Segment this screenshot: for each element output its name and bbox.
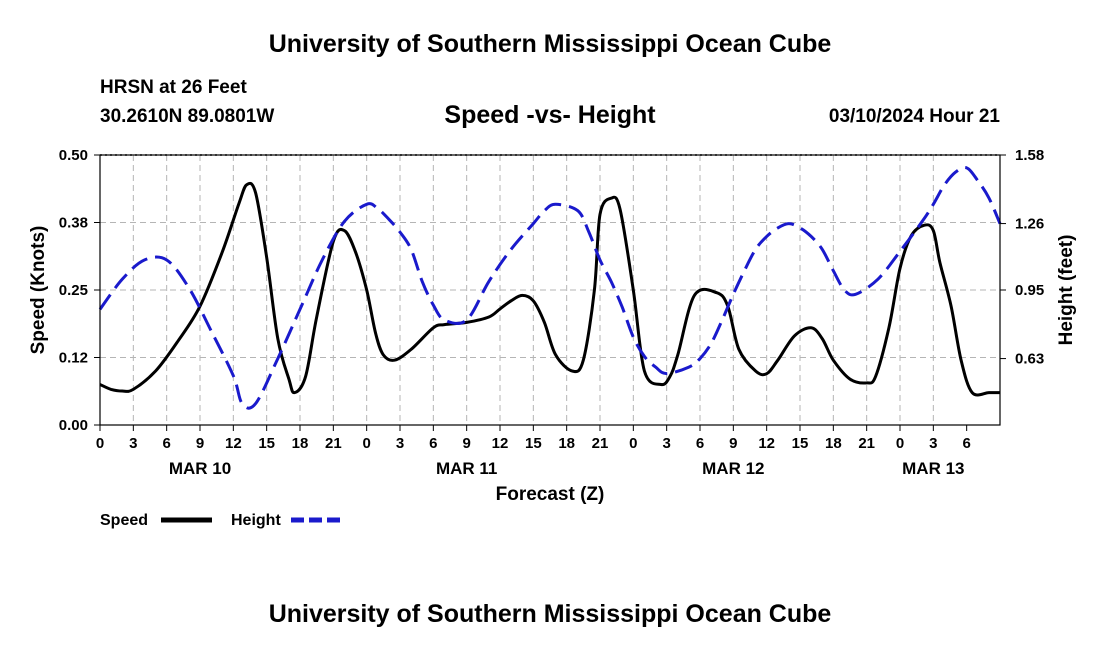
x-tick-label: 6: [962, 435, 970, 452]
y-tick-label-left: 0.38: [59, 215, 88, 232]
series-line-height: [98, 166, 1002, 410]
date-label: MAR 10: [169, 459, 231, 478]
x-tick-label: 12: [758, 435, 775, 452]
x-tick-label: 15: [258, 435, 275, 452]
y-tick-label-right: 0.63: [1015, 351, 1044, 368]
x-tick-label: 3: [129, 435, 137, 452]
x-tick-label: 21: [858, 435, 875, 452]
x-tick-label: 6: [429, 435, 437, 452]
x-tick-label: 21: [325, 435, 342, 452]
legend: Speed Height: [100, 512, 342, 529]
footer-title: University of Southern Mississippi Ocean…: [268, 600, 832, 628]
x-tick-label: 18: [292, 435, 309, 452]
x-tick-label: 6: [162, 435, 170, 452]
y-tick-label-right: 1.26: [1015, 216, 1044, 233]
y-tick-label-left: 0.50: [59, 147, 88, 164]
axis-ticks: 0 3 6 9 12 15 18 21 0 3 6 9 12 15 18 21 0 3 6 9 12 15 18 21 0 3 6 M…: [59, 147, 1044, 478]
y-tick-label-right: 1.58: [1015, 147, 1044, 164]
chart-subtitle: Speed -vs- Height: [444, 101, 656, 129]
legend-label-speed: Speed: [100, 512, 148, 529]
date-label: MAR 13: [902, 459, 964, 478]
y-tick-label-right: 0.95: [1015, 282, 1044, 299]
y-axis-label-left: Speed (Knots): [28, 226, 49, 355]
x-tick-label: 3: [396, 435, 404, 452]
station-label: HRSN at 26 Feet: [100, 77, 247, 98]
x-tick-label: 3: [929, 435, 937, 452]
forecast-datetime: 03/10/2024 Hour 21: [828, 106, 1000, 127]
speed-height-chart: 0 3 6 9 12 15 18 21 0 3 6 9 12 15 18 21 0 3 6 9 12 15 18 21 0 3 6 M…: [28, 147, 1077, 529]
x-tick-label: 18: [558, 435, 575, 452]
x-tick-label: 3: [662, 435, 670, 452]
y-tick-label-left: 0.00: [59, 417, 88, 434]
x-tick-label: 9: [729, 435, 737, 452]
y-tick-label-left: 0.12: [59, 350, 88, 367]
x-tick-label: 0: [362, 435, 370, 452]
x-tick-label: 18: [825, 435, 842, 452]
y-axis-label-right: Height (feet): [1056, 235, 1077, 346]
y-tick-label-left: 0.25: [59, 282, 88, 299]
x-tick-label: 12: [225, 435, 242, 452]
main-title: University of Southern Mississippi Ocean…: [268, 30, 832, 58]
grid-lines: [100, 154, 1000, 425]
x-tick-label: 21: [592, 435, 609, 452]
date-label: MAR 11: [436, 459, 497, 478]
x-tick-label: 12: [492, 435, 509, 452]
x-tick-label: 6: [696, 435, 704, 452]
x-tick-label: 9: [462, 435, 470, 452]
series-lines: [98, 166, 1002, 410]
x-tick-label: 0: [96, 435, 104, 452]
x-axis-label: Forecast (Z): [496, 484, 605, 505]
x-tick-label: 0: [629, 435, 637, 452]
station-coords: 30.2610N 89.0801W: [100, 106, 275, 127]
x-tick-label: 15: [792, 435, 809, 452]
x-tick-label: 15: [525, 435, 542, 452]
x-tick-label: 0: [896, 435, 904, 452]
date-label: MAR 12: [702, 459, 764, 478]
series-line-speed: [99, 181, 1000, 397]
x-tick-label: 9: [196, 435, 204, 452]
legend-label-height: Height: [231, 512, 281, 529]
